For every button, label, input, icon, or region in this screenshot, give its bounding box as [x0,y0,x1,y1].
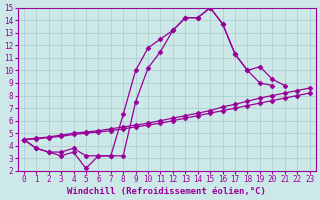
X-axis label: Windchill (Refroidissement éolien,°C): Windchill (Refroidissement éolien,°C) [67,187,266,196]
